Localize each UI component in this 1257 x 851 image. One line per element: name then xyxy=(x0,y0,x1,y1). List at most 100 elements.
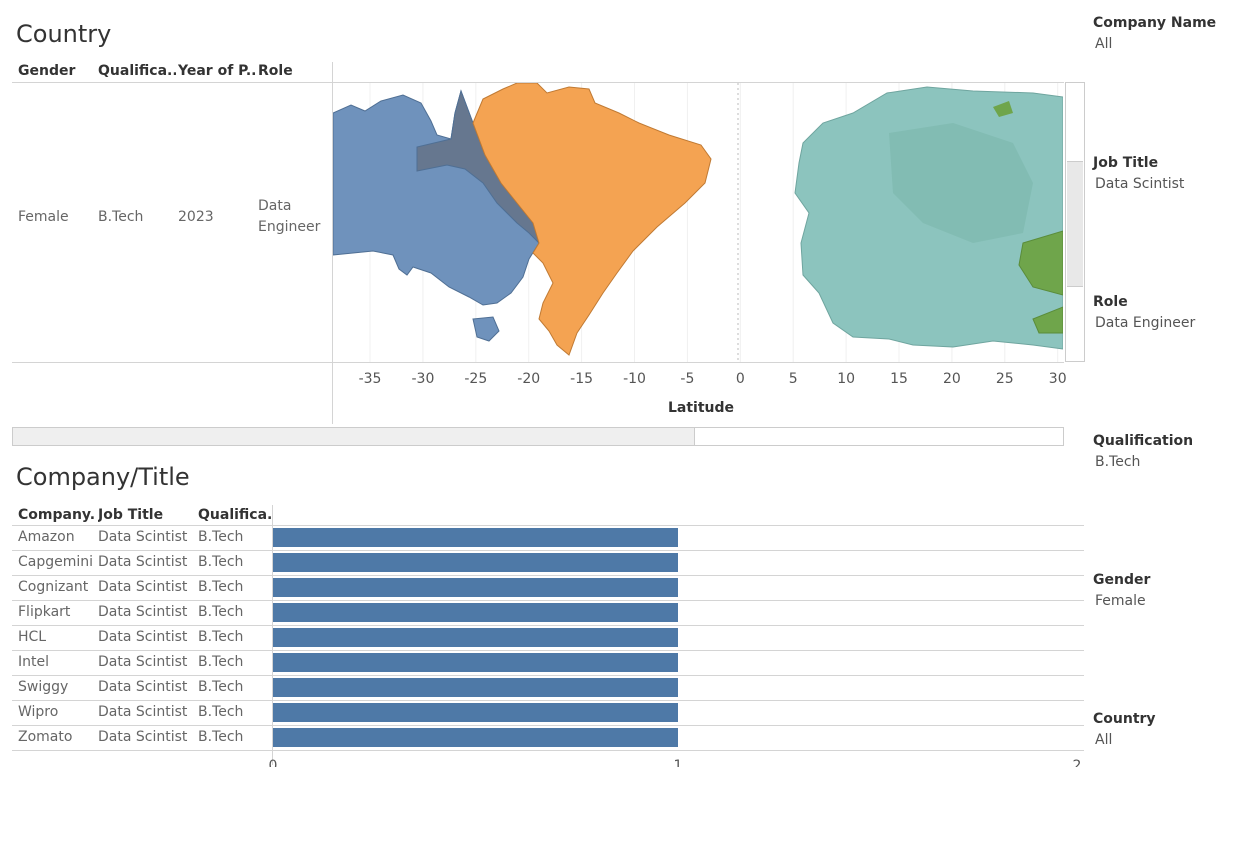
cell-role-line2: Engineer xyxy=(258,219,321,235)
latitude-tick: 30 xyxy=(1048,371,1067,387)
bar-hcl[interactable] xyxy=(273,628,678,647)
latitude-tick: 25 xyxy=(995,371,1014,387)
map-vertical-scrollbar[interactable] xyxy=(1065,82,1085,362)
filter-value-qualification[interactable]: B.Tech xyxy=(1095,454,1141,470)
company-label: Amazon xyxy=(18,529,75,545)
bar-amazon[interactable] xyxy=(273,528,678,547)
country-sheet-title: Country xyxy=(16,20,112,48)
latitude-tick: 5 xyxy=(788,371,798,387)
bar-flipkart[interactable] xyxy=(273,603,678,622)
qualification-label: B.Tech xyxy=(198,529,244,545)
row-divider xyxy=(12,575,1084,576)
filter-title-country: Country xyxy=(1093,711,1156,727)
row-divider xyxy=(12,600,1084,601)
company-label: Capgemini xyxy=(18,554,94,570)
row-divider xyxy=(12,725,1084,726)
latitude-tick: 15 xyxy=(890,371,908,387)
green-region-3 xyxy=(993,101,1013,117)
qualification-label: B.Tech xyxy=(198,704,244,720)
bar-zomato[interactable] xyxy=(273,728,678,747)
qualification-label: B.Tech xyxy=(198,579,244,595)
job-title-label: Data Scintist xyxy=(98,579,188,595)
green-region xyxy=(1018,230,1063,296)
latitude-axis: -35 -30 -25 -20 -15 -10 -5 0 5 10 15 20 25 30 xyxy=(333,371,1067,391)
filter-title-gender: Gender xyxy=(1093,572,1151,588)
bar-swiggy[interactable] xyxy=(273,678,678,697)
latitude-tick: -35 xyxy=(358,371,382,387)
qualification-label: B.Tech xyxy=(198,629,244,645)
header-qualification[interactable]: Qualifica.. xyxy=(98,63,176,79)
row-divider xyxy=(12,362,1064,363)
row-divider xyxy=(12,550,1084,551)
job-title-label: Data Scintist xyxy=(98,604,188,620)
row-divider xyxy=(12,750,1084,751)
row-divider xyxy=(12,625,1084,626)
brazil-shape xyxy=(472,83,712,356)
qualification-label: B.Tech xyxy=(198,654,244,670)
filter-value-job-title[interactable]: Data Scintist xyxy=(1095,176,1185,192)
bar-header-divider xyxy=(12,525,1084,526)
row-divider xyxy=(12,650,1084,651)
latitude-tick: -20 xyxy=(517,371,541,387)
header-role[interactable]: Role xyxy=(258,63,293,79)
header-divider xyxy=(12,82,1064,83)
row-divider xyxy=(12,675,1084,676)
map-horizontal-scroll-thumb[interactable] xyxy=(13,428,695,445)
filter-title-company-name: Company Name xyxy=(1093,15,1217,31)
latitude-tick: 20 xyxy=(942,371,961,387)
filter-title-qualification: Qualification xyxy=(1093,433,1194,449)
filter-value-company-name[interactable]: All xyxy=(1095,36,1113,52)
qualification-label: B.Tech xyxy=(198,554,244,570)
latitude-tick: -5 xyxy=(680,371,695,387)
company-label: Intel xyxy=(18,654,49,670)
job-title-label: Data Scintist xyxy=(98,679,188,695)
bar-intel[interactable] xyxy=(273,653,678,672)
company-label: Flipkart xyxy=(18,604,71,620)
filter-title-job-title: Job Title xyxy=(1093,155,1159,171)
qualification-label: B.Tech xyxy=(198,679,244,695)
company-title-sheet-title: Company/Title xyxy=(16,463,190,491)
job-title-label: Data Scintist xyxy=(98,654,188,670)
filter-value-role[interactable]: Data Engineer xyxy=(1095,315,1196,331)
company-label: Swiggy xyxy=(18,679,69,695)
bar-axis-tick: 1 xyxy=(673,758,683,767)
map-pane[interactable] xyxy=(333,83,1063,362)
filter-value-gender[interactable]: Female xyxy=(1095,593,1146,609)
bar-pane-divider xyxy=(272,505,273,765)
cell-qualification: B.Tech xyxy=(98,209,144,225)
row-divider xyxy=(12,700,1084,701)
bar-capgemini[interactable] xyxy=(273,553,678,572)
header-job-title[interactable]: Job Title xyxy=(98,507,164,523)
green-region-2 xyxy=(1032,306,1063,334)
bar-cognizant[interactable] xyxy=(273,578,678,597)
latitude-tick: -30 xyxy=(411,371,435,387)
cell-year: 2023 xyxy=(178,209,214,225)
header-year[interactable]: Year of P.. xyxy=(178,63,256,79)
europe-inner-shade xyxy=(889,123,1033,243)
latitude-tick: 10 xyxy=(837,371,856,387)
map-vertical-scroll-thumb[interactable] xyxy=(1067,161,1083,287)
job-title-label: Data Scintist xyxy=(98,629,188,645)
company-label: Zomato xyxy=(18,729,73,745)
cell-role-line1: Data xyxy=(258,198,292,214)
australia-brazil-overlap xyxy=(416,89,540,244)
job-title-label: Data Scintist xyxy=(98,729,188,745)
bar-axis-tick: 0 xyxy=(268,758,278,767)
map-horizontal-scrollbar[interactable] xyxy=(12,427,1064,446)
bar-wipro[interactable] xyxy=(273,703,678,722)
bar-axis-tick: 2 xyxy=(1072,758,1082,767)
latitude-tick: -10 xyxy=(623,371,646,387)
header-qualification-2[interactable]: Qualifica.. xyxy=(198,507,272,523)
qualification-label: B.Tech xyxy=(198,729,244,745)
header-company[interactable]: Company.. xyxy=(18,507,96,523)
tasmania-shape xyxy=(472,316,500,342)
cell-gender: Female xyxy=(18,209,69,225)
filter-value-country[interactable]: All xyxy=(1095,732,1113,748)
job-title-label: Data Scintist xyxy=(98,529,188,545)
company-label: Wipro xyxy=(18,704,59,720)
company-label: HCL xyxy=(18,629,47,645)
latitude-tick: -25 xyxy=(464,371,488,387)
qualification-label: B.Tech xyxy=(198,604,244,620)
job-title-label: Data Scintist xyxy=(98,704,188,720)
header-gender[interactable]: Gender xyxy=(18,63,76,79)
